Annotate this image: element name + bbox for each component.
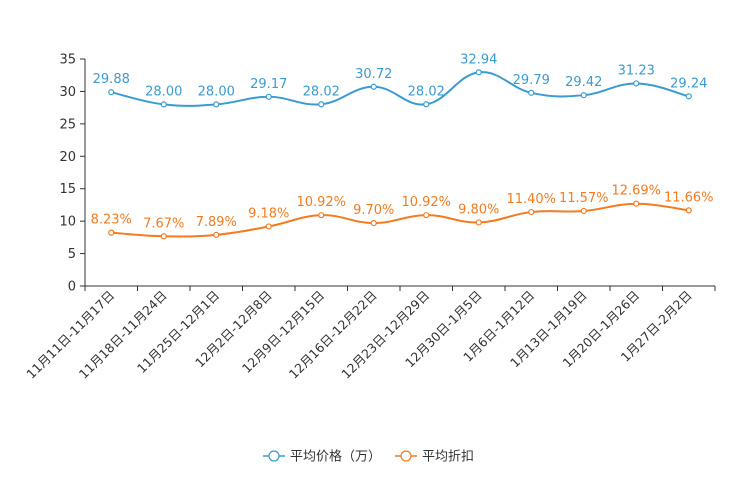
data-point (685, 207, 692, 214)
series-2: 8.23% 7.67% 7.89% 9.18% 10.92% 9.70% 10.92% 9.8… (91, 184, 714, 240)
data-point (475, 69, 482, 76)
data-label: 29.24 (670, 76, 707, 91)
data-point (633, 80, 640, 87)
series-layer: 29.88 28.00 28.00 29.17 28.02 30.72 28.02 32.94… (91, 52, 714, 240)
data-label: 31.23 (618, 63, 655, 78)
data-point (370, 83, 377, 90)
x-tick-label: 11月11日-11月17日 (23, 288, 117, 382)
legend-item-2: 平均折扣 (395, 450, 474, 465)
legend: 平均价格（万） 平均折扣 (263, 449, 474, 465)
legend-label: 平均价格（万） (290, 449, 381, 465)
data-label: 30.72 (355, 67, 392, 82)
data-point (423, 212, 430, 219)
data-label: 28.00 (198, 84, 235, 99)
data-label: 11.66% (664, 190, 714, 205)
legend-label: 平均折扣 (422, 450, 474, 465)
data-point (160, 233, 167, 240)
data-label: 32.94 (460, 52, 497, 67)
data-point (160, 101, 167, 108)
data-point (580, 92, 587, 99)
data-point (318, 101, 325, 108)
data-label: 7.89% (196, 215, 237, 230)
data-label: 10.92% (296, 195, 346, 210)
data-label: 12.69% (611, 184, 661, 199)
x-tick-label: 11月18日-11月24日 (76, 288, 170, 382)
y-tick-label: 30 (59, 85, 76, 100)
y-tick-label: 10 (59, 215, 76, 230)
y-tick-label: 25 (59, 117, 76, 132)
x-axis: 11月11日-11月17日11月18日-11月24日11月25日-12月1日12… (23, 285, 716, 382)
data-label: 29.17 (250, 77, 287, 92)
data-point (213, 101, 220, 108)
data-label: 29.42 (565, 75, 602, 90)
data-label: 28.02 (303, 84, 340, 99)
x-tick-label: 12月23日-12月29日 (338, 288, 432, 382)
data-point (265, 93, 272, 100)
y-tick-label: 35 (59, 53, 76, 68)
y-tick-label: 5 (68, 247, 76, 262)
data-label: 11.57% (559, 191, 609, 206)
data-point (265, 223, 272, 230)
data-label: 29.88 (93, 72, 130, 87)
data-point (108, 89, 115, 96)
y-tick-label: 15 (59, 182, 76, 197)
data-label: 28.02 (408, 84, 445, 99)
legend-item-1: 平均价格（万） (263, 449, 381, 465)
data-point (633, 200, 640, 207)
data-point (423, 101, 430, 108)
data-label: 9.70% (353, 203, 394, 218)
data-point (213, 231, 220, 238)
y-tick-label: 20 (59, 150, 76, 165)
legend-marker (400, 450, 412, 462)
data-label: 10.92% (401, 195, 451, 210)
data-label: 8.23% (91, 213, 132, 228)
data-label: 9.18% (248, 206, 289, 221)
data-point (685, 93, 692, 100)
data-label: 9.80% (458, 202, 499, 217)
data-label: 11.40% (506, 192, 556, 207)
data-point (580, 207, 587, 215)
data-point (318, 212, 325, 219)
series-1: 29.88 28.00 28.00 29.17 28.02 30.72 28.02 32.94… (93, 52, 707, 108)
data-label: 7.67% (143, 216, 184, 231)
data-point (475, 219, 482, 226)
data-point (528, 89, 535, 96)
y-axis: 0 5 10 15 20 25 30 35 (59, 53, 86, 295)
data-label: 29.79 (513, 73, 550, 88)
data-label: 28.00 (145, 84, 182, 99)
series-line (111, 202, 689, 238)
x-tick-label: 12月16日-12月22日 (286, 288, 380, 382)
legend-marker (268, 450, 280, 462)
data-point (370, 219, 377, 227)
data-point (528, 208, 535, 216)
y-tick-label: 0 (68, 280, 76, 295)
data-point (108, 229, 115, 236)
